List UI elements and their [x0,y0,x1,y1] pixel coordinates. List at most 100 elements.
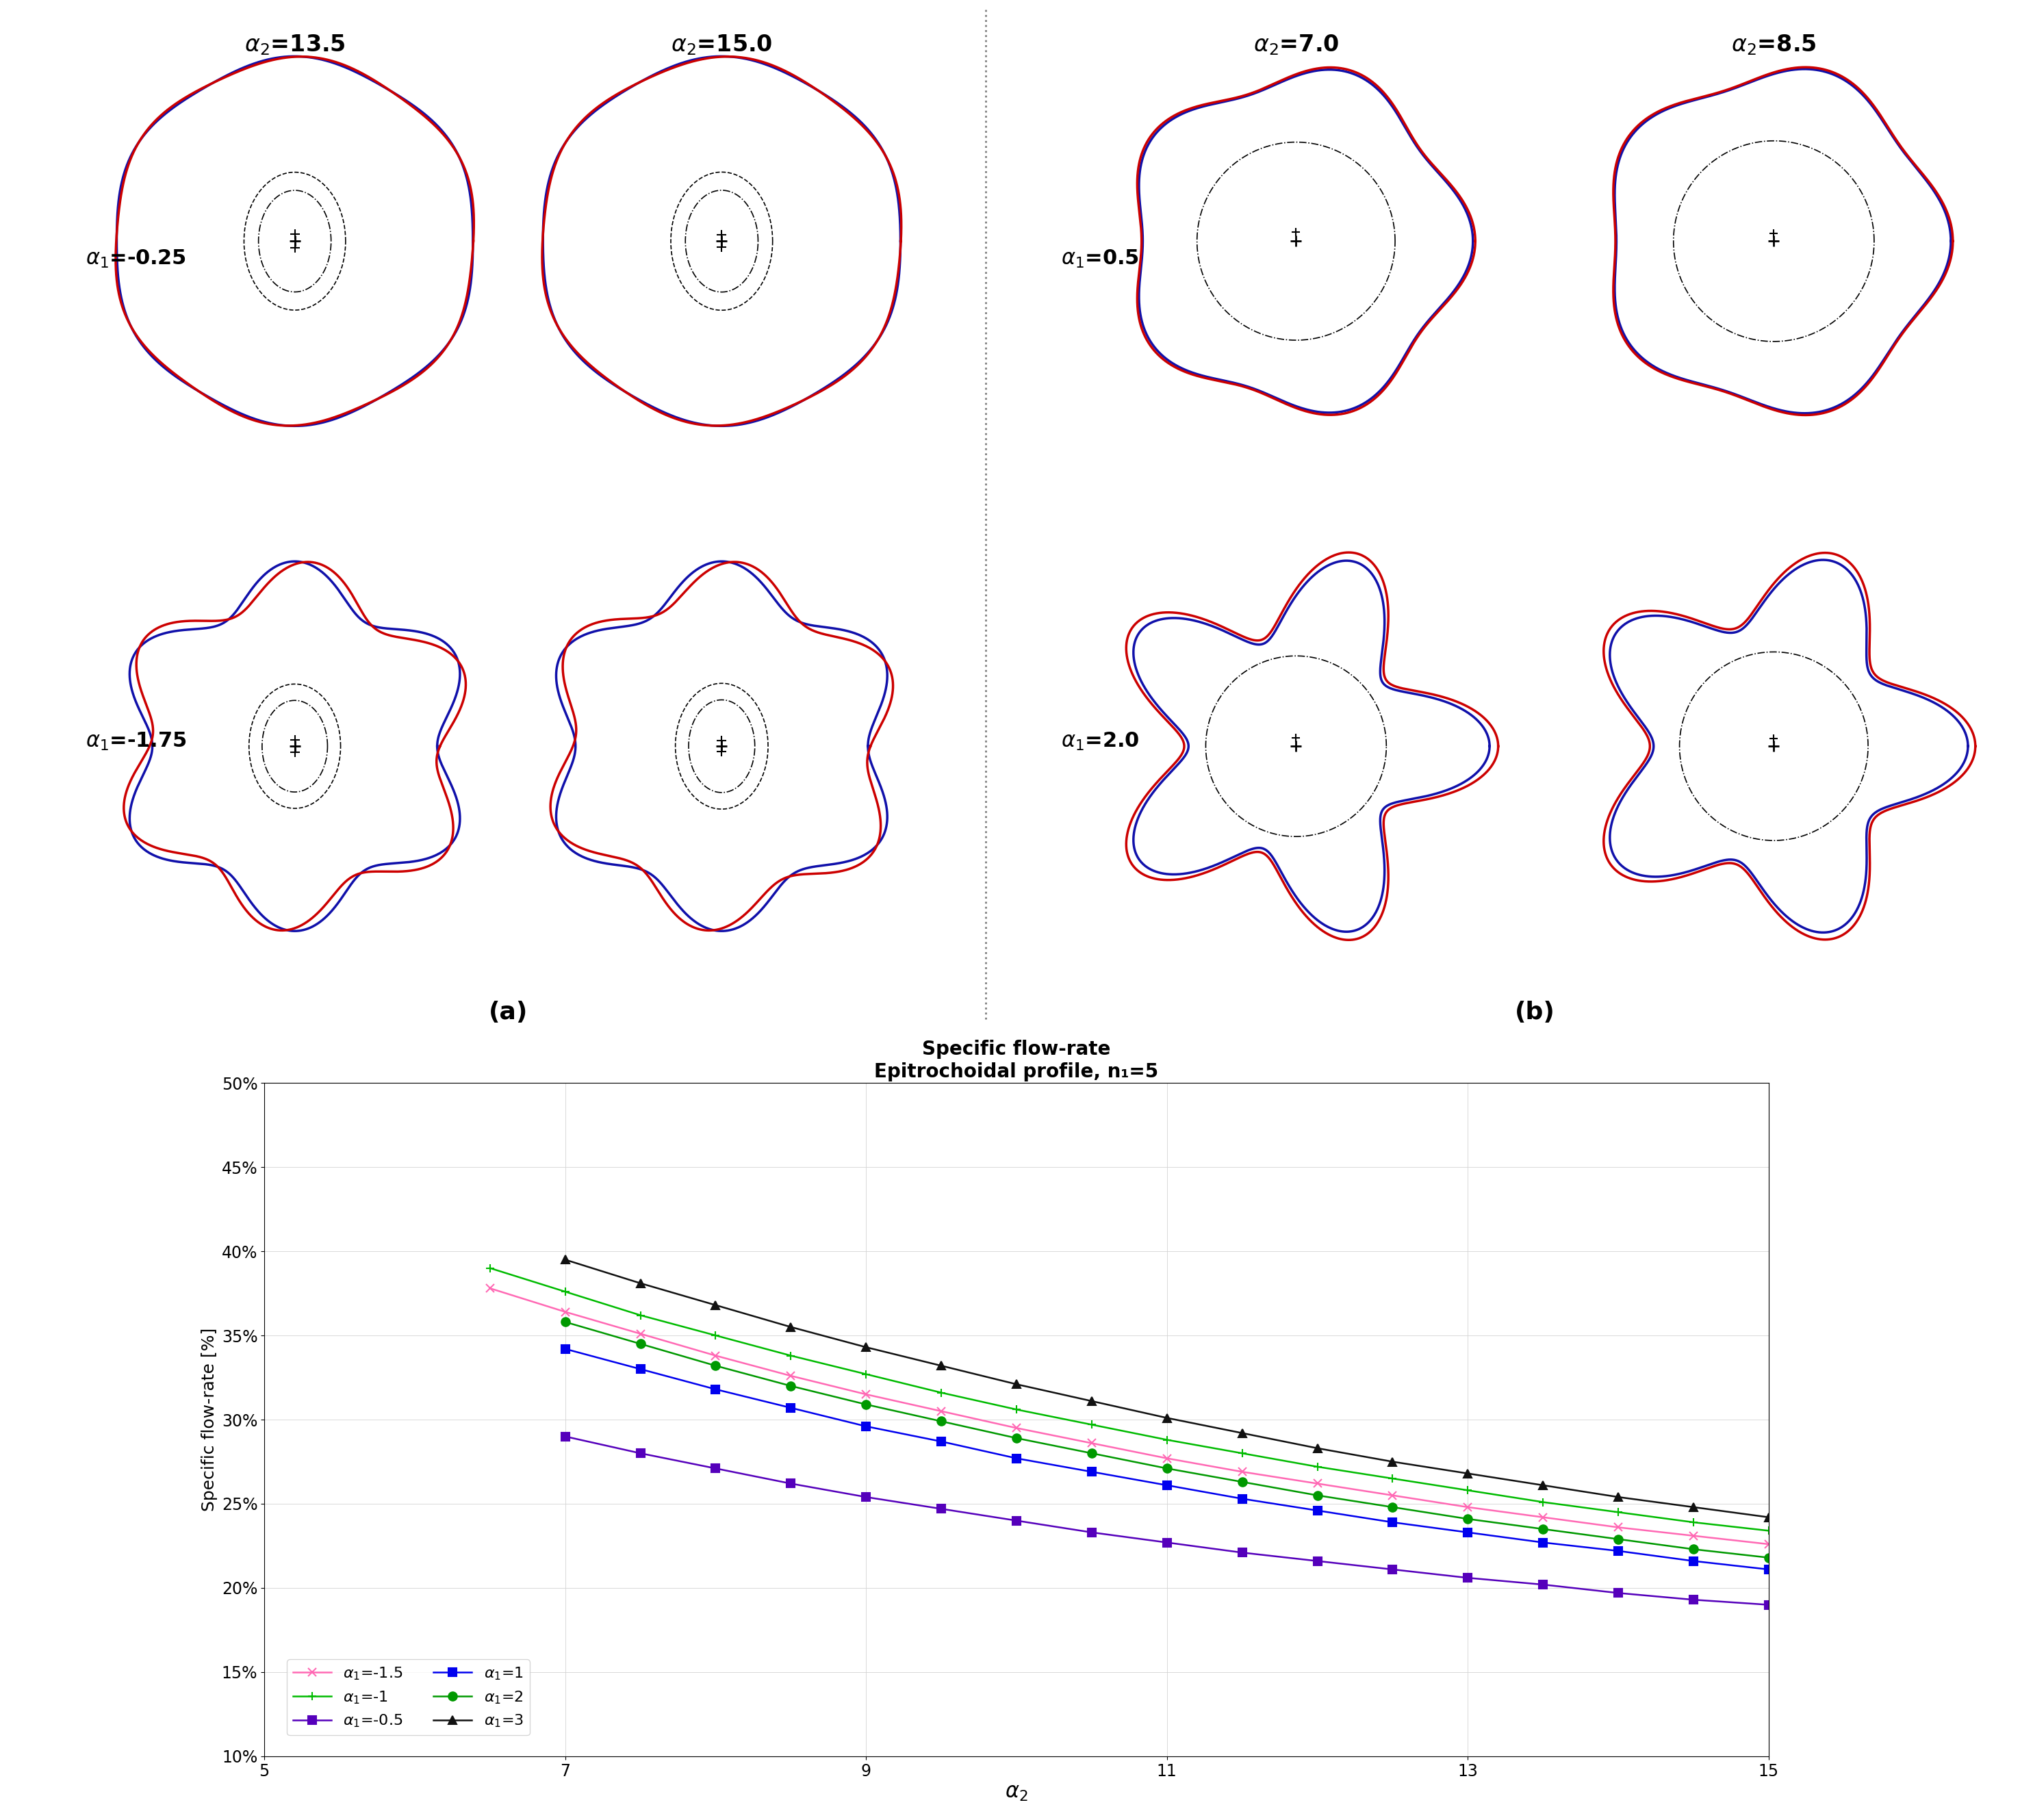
$\alpha_1$=3 [1305,1438,1330,1460]
$\alpha_1$=-1.5 [478,1278,502,1299]
$\alpha_1$=-1.5 [1456,1496,1480,1518]
$\alpha_1$=3 [1380,1451,1405,1472]
Text: $\alpha_1$=0.5: $\alpha_1$=0.5 [1061,249,1138,269]
$\alpha_1$=-1 [1230,1441,1254,1463]
Line: $\alpha_1$=-1: $\alpha_1$=-1 [486,1263,1773,1534]
Line: $\alpha_1$=-1.5: $\alpha_1$=-1.5 [486,1283,1773,1549]
$\alpha_1$=-1.5 [1380,1485,1405,1507]
$\alpha_1$=2 [854,1394,878,1416]
$\alpha_1$=-1.5 [1155,1447,1179,1469]
Title: Specific flow-rate
Epitrochoidal profile, n₁=5: Specific flow-rate Epitrochoidal profile… [874,1039,1159,1081]
$\alpha_1$=3 [1531,1474,1555,1496]
$\alpha_1$=-1 [1004,1398,1029,1420]
$\alpha_1$=3 [1606,1487,1630,1509]
$\alpha_1$=-0.5 [1305,1551,1330,1572]
Text: $\alpha_2$=13.5: $\alpha_2$=13.5 [244,33,346,56]
$\alpha_1$=1 [1230,1487,1254,1509]
$\alpha_1$=-1 [1681,1511,1706,1532]
$\alpha_1$=-1.5 [553,1301,577,1323]
$\alpha_1$=-1 [779,1345,803,1367]
$\alpha_1$=1 [1004,1447,1029,1469]
Text: $\alpha_1$=2.0: $\alpha_1$=2.0 [1061,732,1141,752]
$\alpha_1$=1 [553,1338,577,1360]
$\alpha_1$=2 [1757,1547,1781,1569]
$\alpha_1$=3 [1681,1496,1706,1518]
$\alpha_1$=2 [1606,1529,1630,1551]
Text: $\alpha_2$=7.0: $\alpha_2$=7.0 [1252,33,1340,56]
$\alpha_1$=1 [1155,1474,1179,1496]
Legend: $\alpha_1$=-1.5, $\alpha_1$=-1, $\alpha_1$=-0.5, $\alpha_1$=1, $\alpha_1$=2, $\a: $\alpha_1$=-1.5, $\alpha_1$=-1, $\alpha_… [287,1660,529,1734]
Y-axis label: Specific flow-rate [%]: Specific flow-rate [%] [201,1329,218,1511]
Line: $\alpha_1$=-0.5: $\alpha_1$=-0.5 [561,1432,1773,1609]
$\alpha_1$=-1.5 [1681,1525,1706,1547]
$\alpha_1$=2 [1681,1538,1706,1560]
$\alpha_1$=-0.5 [1230,1542,1254,1563]
$\alpha_1$=-1.5 [1531,1507,1555,1529]
$\alpha_1$=2 [929,1410,953,1432]
$\alpha_1$=2 [1305,1485,1330,1507]
$\alpha_1$=1 [628,1358,653,1380]
$\alpha_1$=-1 [1305,1456,1330,1478]
$\alpha_1$=1 [1456,1522,1480,1543]
$\alpha_1$=1 [1531,1532,1555,1554]
$\alpha_1$=-1.5 [1305,1472,1330,1494]
$\alpha_1$=2 [628,1332,653,1354]
$\alpha_1$=1 [929,1431,953,1452]
$\alpha_1$=1 [1681,1551,1706,1572]
$\alpha_1$=-1 [929,1381,953,1403]
$\alpha_1$=1 [1606,1540,1630,1562]
$\alpha_1$=1 [779,1398,803,1420]
$\alpha_1$=3 [779,1316,803,1338]
Text: $\alpha_2$=15.0: $\alpha_2$=15.0 [671,33,773,56]
$\alpha_1$=-1.5 [1757,1532,1781,1554]
Line: $\alpha_1$=2: $\alpha_1$=2 [561,1318,1773,1562]
$\alpha_1$=1 [703,1378,728,1400]
$\alpha_1$=-1 [1080,1414,1104,1436]
Text: (b): (b) [1515,1001,1555,1025]
$\alpha_1$=3 [1456,1463,1480,1485]
Text: $\alpha_1$=-0.25: $\alpha_1$=-0.25 [85,249,185,269]
$\alpha_1$=-1.5 [1606,1516,1630,1538]
Line: $\alpha_1$=3: $\alpha_1$=3 [561,1256,1773,1522]
$\alpha_1$=-1.5 [703,1345,728,1367]
$\alpha_1$=-1 [628,1305,653,1327]
$\alpha_1$=-0.5 [1456,1567,1480,1589]
$\alpha_1$=-1 [1380,1467,1405,1489]
$\alpha_1$=2 [1230,1471,1254,1492]
$\alpha_1$=3 [553,1249,577,1270]
$\alpha_1$=-1 [1531,1491,1555,1512]
$\alpha_1$=-0.5 [779,1472,803,1494]
$\alpha_1$=2 [1456,1509,1480,1531]
$\alpha_1$=-1 [1757,1520,1781,1542]
$\alpha_1$=-0.5 [1380,1558,1405,1580]
$\alpha_1$=-1.5 [779,1365,803,1387]
$\alpha_1$=3 [1230,1421,1254,1443]
$\alpha_1$=-0.5 [1531,1574,1555,1596]
$\alpha_1$=-0.5 [1606,1582,1630,1603]
$\alpha_1$=-1 [1606,1501,1630,1523]
Line: $\alpha_1$=1: $\alpha_1$=1 [561,1345,1773,1574]
$\alpha_1$=-0.5 [1155,1532,1179,1554]
$\alpha_1$=2 [1004,1427,1029,1449]
$\alpha_1$=3 [854,1336,878,1358]
X-axis label: $\alpha_2$: $\alpha_2$ [1004,1784,1029,1804]
$\alpha_1$=3 [1155,1407,1179,1429]
$\alpha_1$=-1.5 [854,1383,878,1405]
$\alpha_1$=-1.5 [628,1323,653,1345]
$\alpha_1$=-0.5 [1681,1589,1706,1611]
Text: $\alpha_1$=-1.75: $\alpha_1$=-1.75 [85,732,187,752]
$\alpha_1$=-0.5 [1757,1594,1781,1616]
$\alpha_1$=2 [703,1354,728,1376]
$\alpha_1$=-0.5 [929,1498,953,1520]
$\alpha_1$=3 [703,1294,728,1316]
$\alpha_1$=-0.5 [1004,1511,1029,1532]
$\alpha_1$=-1.5 [1004,1418,1029,1440]
$\alpha_1$=2 [1155,1458,1179,1480]
$\alpha_1$=2 [553,1310,577,1332]
$\alpha_1$=-1.5 [1230,1461,1254,1483]
$\alpha_1$=-1 [1155,1429,1179,1451]
$\alpha_1$=3 [628,1272,653,1294]
Text: $\alpha_2$=8.5: $\alpha_2$=8.5 [1732,33,1815,56]
$\alpha_1$=-0.5 [703,1458,728,1480]
$\alpha_1$=2 [779,1376,803,1398]
